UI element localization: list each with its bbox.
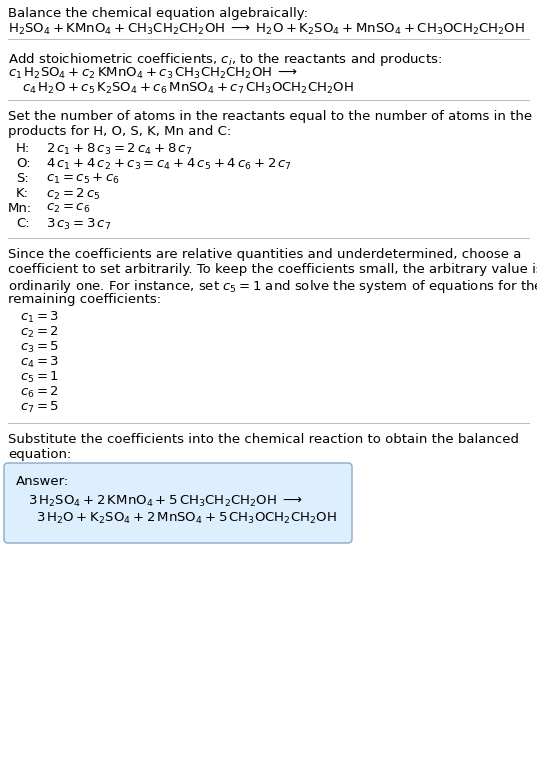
Text: Balance the chemical equation algebraically:: Balance the chemical equation algebraica… — [8, 7, 308, 20]
Text: $3\,\mathregular{H_2O} + \mathregular{K_2SO_4} + 2\,\mathregular{MnSO_4} + 5\,\m: $3\,\mathregular{H_2O} + \mathregular{K_… — [36, 511, 337, 526]
Text: $3\,c_3 = 3\,c_7$: $3\,c_3 = 3\,c_7$ — [46, 217, 111, 232]
Text: equation:: equation: — [8, 448, 71, 461]
Text: H:: H: — [16, 142, 30, 155]
Text: $c_1\,\mathregular{H_2SO_4} + c_2\,\mathregular{KMnO_4} + c_3\,\mathregular{CH_3: $c_1\,\mathregular{H_2SO_4} + c_2\,\math… — [8, 66, 298, 81]
Text: $c_2 = 2\,c_5$: $c_2 = 2\,c_5$ — [46, 187, 100, 202]
Text: ordinarily one. For instance, set $c_5 = 1$ and solve the system of equations fo: ordinarily one. For instance, set $c_5 =… — [8, 278, 537, 295]
Text: $c_1 = c_5 + c_6$: $c_1 = c_5 + c_6$ — [46, 172, 120, 186]
Text: S:: S: — [16, 172, 29, 185]
Text: products for H, O, S, K, Mn and C:: products for H, O, S, K, Mn and C: — [8, 125, 231, 138]
Text: K:: K: — [16, 187, 29, 200]
Text: $c_2 = c_6$: $c_2 = c_6$ — [46, 202, 90, 215]
Text: $3\,\mathregular{H_2SO_4} + 2\,\mathregular{KMnO_4} + 5\,\mathregular{CH_3CH_2CH: $3\,\mathregular{H_2SO_4} + 2\,\mathregu… — [28, 494, 303, 509]
Text: Substitute the coefficients into the chemical reaction to obtain the balanced: Substitute the coefficients into the che… — [8, 433, 519, 446]
Text: $c_5 = 1$: $c_5 = 1$ — [20, 370, 59, 385]
Text: Since the coefficients are relative quantities and underdetermined, choose a: Since the coefficients are relative quan… — [8, 248, 521, 261]
Text: C:: C: — [16, 217, 30, 230]
Text: coefficient to set arbitrarily. To keep the coefficients small, the arbitrary va: coefficient to set arbitrarily. To keep … — [8, 263, 537, 276]
Text: $c_7 = 5$: $c_7 = 5$ — [20, 400, 59, 415]
Text: $c_4 = 3$: $c_4 = 3$ — [20, 355, 59, 370]
Text: $c_6 = 2$: $c_6 = 2$ — [20, 385, 59, 400]
Text: $c_3 = 5$: $c_3 = 5$ — [20, 340, 59, 355]
Text: $c_4\,\mathregular{H_2O} + c_5\,\mathregular{K_2SO_4} + c_6\,\mathregular{MnSO_4: $c_4\,\mathregular{H_2O} + c_5\,\mathreg… — [22, 81, 354, 96]
Text: $c_2 = 2$: $c_2 = 2$ — [20, 325, 59, 340]
Text: Mn:: Mn: — [8, 202, 32, 215]
Text: O:: O: — [16, 157, 31, 170]
Text: Set the number of atoms in the reactants equal to the number of atoms in the: Set the number of atoms in the reactants… — [8, 110, 532, 123]
Text: $\mathregular{H_2SO_4 + KMnO_4 + CH_3CH_2CH_2OH}$$\;\mathregular{\longrightarrow: $\mathregular{H_2SO_4 + KMnO_4 + CH_3CH_… — [8, 22, 525, 37]
Text: $2\,c_1 + 8\,c_3 = 2\,c_4 + 8\,c_7$: $2\,c_1 + 8\,c_3 = 2\,c_4 + 8\,c_7$ — [46, 142, 192, 157]
Text: remaining coefficients:: remaining coefficients: — [8, 293, 161, 306]
FancyBboxPatch shape — [4, 463, 352, 543]
Text: $c_1 = 3$: $c_1 = 3$ — [20, 310, 59, 325]
Text: $4\,c_1 + 4\,c_2 + c_3 = c_4 + 4\,c_5 + 4\,c_6 + 2\,c_7$: $4\,c_1 + 4\,c_2 + c_3 = c_4 + 4\,c_5 + … — [46, 157, 292, 172]
Text: Answer:: Answer: — [16, 475, 69, 488]
Text: Add stoichiometric coefficients, $c_i$, to the reactants and products:: Add stoichiometric coefficients, $c_i$, … — [8, 51, 442, 68]
